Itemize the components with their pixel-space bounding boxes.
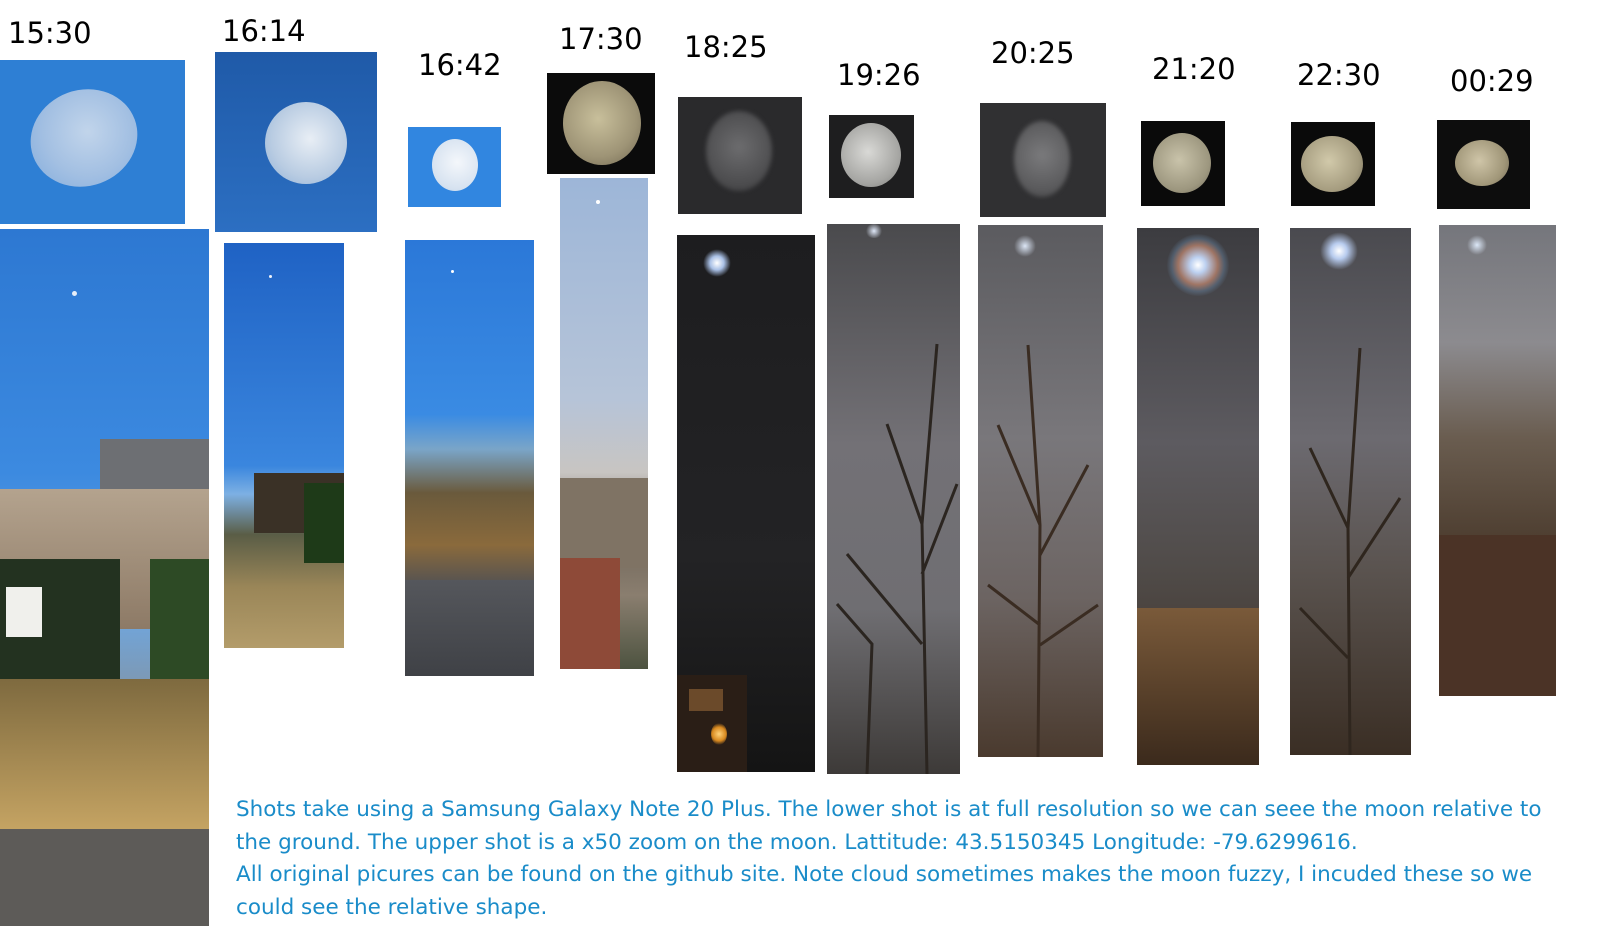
- moon-zoom-photo-10: [1437, 120, 1530, 209]
- moon-zoom-photo-7: [980, 103, 1106, 217]
- scene-photo-10: [1439, 225, 1556, 696]
- caption-line-1: Shots take using a Samsung Galaxy Note 2…: [236, 797, 1542, 822]
- moon-zoom-photo-4: [547, 73, 655, 174]
- time-label-9: 22:30: [1297, 58, 1381, 92]
- scene-photo-9: [1290, 228, 1411, 755]
- moon-zoom-photo-6: [829, 115, 914, 198]
- moon-zoom-photo-2: [215, 52, 377, 232]
- scene-photo-2: [224, 243, 344, 648]
- time-label-10: 00:29: [1450, 64, 1534, 98]
- moon-zoom-photo-9: [1291, 122, 1375, 206]
- moon-zoom-photo-1: [0, 60, 185, 224]
- scene-photo-4: [560, 178, 648, 669]
- time-label-2: 16:14: [222, 14, 306, 48]
- caption-line-2: the ground. The upper shot is a x50 zoom…: [236, 829, 1358, 855]
- time-label-8: 21:20: [1152, 52, 1236, 86]
- time-label-1: 15:30: [8, 16, 92, 50]
- caption-text: Shots take using a Samsung Galaxy Note 2…: [236, 794, 1556, 924]
- scene-photo-1: [0, 229, 209, 926]
- scene-photo-8: [1137, 228, 1259, 765]
- scene-photo-7: [978, 225, 1103, 757]
- time-label-6: 19:26: [837, 58, 921, 92]
- scene-photo-3: [405, 240, 534, 676]
- caption-line-3: All original picures can be found on the…: [236, 862, 1533, 887]
- moon-zoom-photo-8: [1141, 121, 1225, 206]
- moon-zoom-photo-3: [408, 127, 501, 207]
- time-label-5: 18:25: [684, 30, 768, 64]
- caption-line-4: could see the relative shape.: [236, 894, 548, 920]
- moon-zoom-photo-5: [678, 97, 802, 214]
- time-label-7: 20:25: [991, 36, 1075, 70]
- time-label-4: 17:30: [559, 22, 643, 56]
- scene-photo-6: [827, 224, 960, 774]
- scene-photo-5: [677, 235, 815, 772]
- time-label-3: 16:42: [418, 48, 502, 82]
